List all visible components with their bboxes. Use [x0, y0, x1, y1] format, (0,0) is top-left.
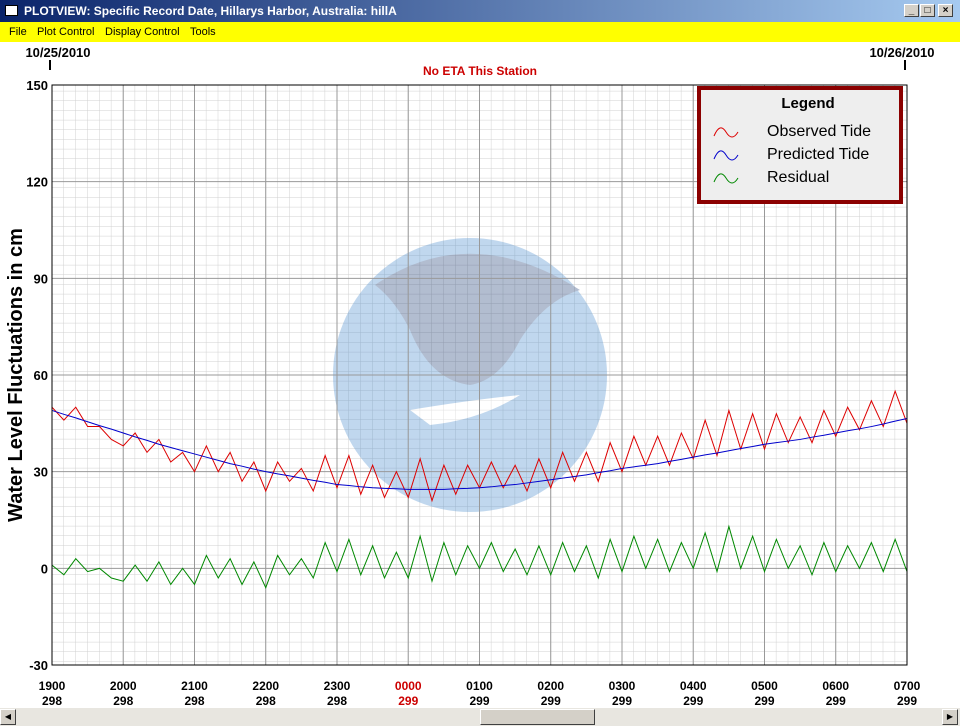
legend-label: Residual — [767, 169, 829, 186]
x-tick-label: 0500 — [751, 679, 778, 693]
y-tick-label: 60 — [34, 368, 48, 383]
y-axis-label: Water Level Fluctuations in cm — [5, 228, 27, 522]
scroll-right[interactable]: ▶ — [942, 709, 958, 725]
legend-box — [697, 86, 903, 204]
menu-item[interactable]: Display Control — [105, 26, 180, 38]
x-tick-day: 299 — [754, 694, 774, 708]
y-tick-label: 0 — [41, 561, 48, 576]
window-title: PLOTVIEW: Specific Record Date, Hillarys… — [24, 4, 397, 18]
x-tick-day: 298 — [256, 694, 276, 708]
end-date: 10/26/2010 — [869, 45, 934, 60]
x-tick-label: 0400 — [680, 679, 707, 693]
menu-item[interactable]: Plot Control — [37, 26, 95, 38]
scrollbar[interactable]: ◀ ▶ — [0, 708, 960, 726]
legend-swatch — [713, 150, 739, 161]
x-tick-label: 2100 — [181, 679, 208, 693]
close-button[interactable]: × — [938, 4, 953, 17]
x-tick-label: 2000 — [110, 679, 137, 693]
y-tick-label: 120 — [26, 175, 48, 190]
x-tick-day: 298 — [113, 694, 133, 708]
series-line — [51, 524, 908, 589]
chart-title: No ETA This Station — [423, 64, 537, 78]
x-tick-day: 298 — [42, 694, 62, 708]
legend-swatch — [713, 127, 739, 138]
x-tick-label: 0200 — [537, 679, 564, 693]
legend-swatch — [713, 173, 739, 184]
x-tick-day: 299 — [683, 694, 703, 708]
x-tick-label: 0700 — [894, 679, 921, 693]
x-tick-day: 298 — [184, 694, 204, 708]
x-tick-day: 299 — [897, 694, 917, 708]
y-tick-label: -30 — [29, 658, 48, 673]
x-tick-day: 298 — [327, 694, 347, 708]
y-tick-label: 150 — [26, 78, 48, 93]
y-tick-label: 30 — [34, 465, 48, 480]
x-tick-day: 299 — [541, 694, 561, 708]
start-date: 10/25/2010 — [25, 45, 90, 60]
legend-label: Predicted Tide — [767, 146, 869, 163]
x-tick-day: 299 — [826, 694, 846, 708]
scroll-left[interactable]: ◀ — [0, 709, 16, 725]
x-tick-label: 0600 — [822, 679, 849, 693]
menu-item[interactable]: Tools — [190, 26, 216, 38]
maximize-button[interactable]: □ — [920, 4, 935, 17]
scroll-thumb[interactable] — [480, 709, 595, 725]
x-tick-day: 299 — [398, 694, 418, 708]
chart: 10/25/2010 10/26/2010 No ETA This Statio… — [5, 45, 935, 708]
x-tick-label: 0300 — [609, 679, 636, 693]
x-tick-label: 1900 — [39, 679, 66, 693]
menu-bar: File Plot Control Display Control Tools — [0, 22, 960, 42]
y-tick-label: 90 — [34, 271, 48, 286]
x-tick-day: 299 — [469, 694, 489, 708]
x-tick-label: 0100 — [466, 679, 493, 693]
x-tick-label: 2200 — [252, 679, 279, 693]
x-tick-day: 299 — [612, 694, 632, 708]
x-tick-label: 0000 — [395, 679, 422, 693]
legend-label: Observed Tide — [767, 123, 871, 140]
menu-item[interactable]: File — [9, 26, 27, 38]
x-tick-label: 2300 — [324, 679, 351, 693]
app-icon — [5, 5, 18, 16]
series-line — [51, 409, 908, 490]
plot-border — [51, 84, 908, 666]
legend-title: Legend — [781, 95, 834, 112]
title-bar: PLOTVIEW: Specific Record Date, Hillarys… — [0, 0, 960, 22]
minimize-button[interactable]: _ — [904, 4, 919, 17]
